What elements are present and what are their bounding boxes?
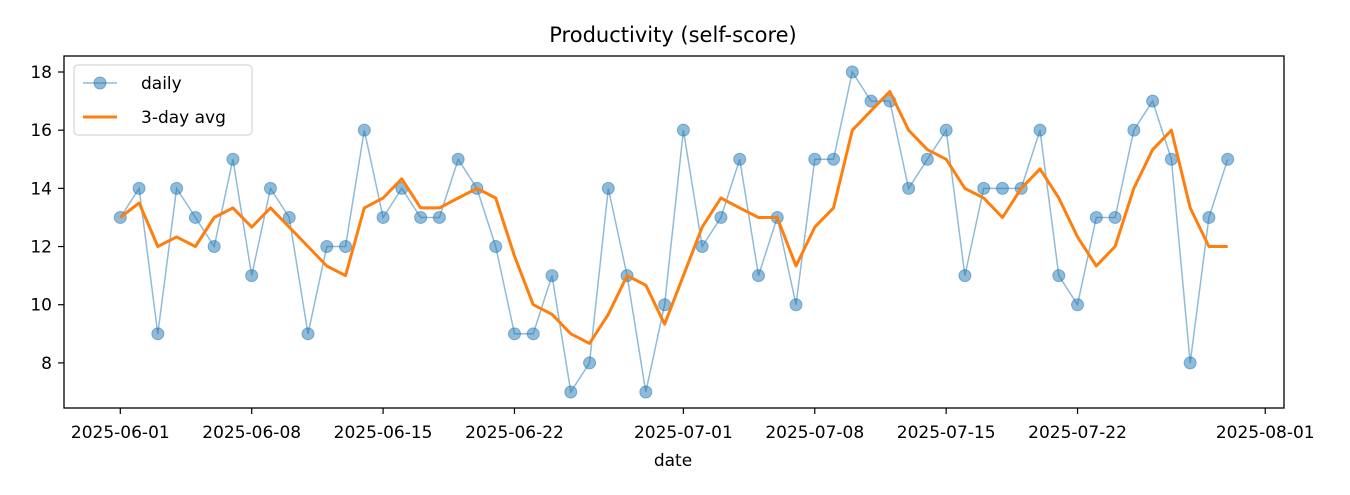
x-tick-label: 2025-06-01 <box>71 423 170 443</box>
plot-area <box>113 65 1235 399</box>
daily-point <box>301 327 315 341</box>
daily-point <box>995 181 1009 195</box>
x-tick-label: 2025-06-15 <box>334 423 433 443</box>
y-tick-label: 12 <box>30 238 52 258</box>
daily-point <box>1071 298 1085 312</box>
daily-point <box>864 94 878 108</box>
daily-point <box>714 210 728 224</box>
daily-point <box>151 327 165 341</box>
legend-daily-label: daily <box>141 74 182 94</box>
daily-point <box>320 240 334 254</box>
daily-point <box>583 356 597 370</box>
daily-point <box>1183 356 1197 370</box>
y-tick-label: 16 <box>30 121 52 141</box>
daily-point <box>751 269 765 283</box>
daily-point <box>526 327 540 341</box>
daily-point <box>1202 210 1216 224</box>
daily-point <box>939 123 953 137</box>
daily-point <box>507 327 521 341</box>
daily-point <box>188 210 202 224</box>
daily-point <box>902 181 916 195</box>
daily-point <box>1127 123 1141 137</box>
daily-point <box>414 210 428 224</box>
legend-avg-label: 3-day avg <box>141 108 226 128</box>
daily-point <box>845 65 859 79</box>
daily-point <box>451 152 465 166</box>
legend-daily-marker <box>93 76 107 90</box>
daily-series-line <box>119 70 1229 395</box>
daily-point <box>695 240 709 254</box>
y-tick-label: 18 <box>30 63 52 83</box>
legend-box <box>73 64 253 136</box>
daily-point <box>545 269 559 283</box>
y-axis: 8 10 12 14 16 18 <box>30 63 64 374</box>
daily-point <box>132 181 146 195</box>
x-tick-label: 2025-06-08 <box>202 423 301 443</box>
daily-point <box>808 152 822 166</box>
x-tick-label: 2025-07-01 <box>634 423 733 443</box>
daily-point <box>263 181 277 195</box>
daily-point <box>1108 210 1122 224</box>
daily-point <box>1052 269 1066 283</box>
daily-point <box>282 210 296 224</box>
x-tick-label: 2025-07-15 <box>897 423 996 443</box>
x-tick-label: 2025-07-22 <box>1028 423 1127 443</box>
x-tick-label: 2025-06-22 <box>465 423 564 443</box>
x-axis: 2025-06-01 2025-06-08 2025-06-15 2025-06-22… <box>71 408 1315 443</box>
daily-point <box>676 123 690 137</box>
y-tick-label: 8 <box>41 354 52 374</box>
chart-title: Productivity (self-score) <box>549 23 797 47</box>
daily-point <box>920 152 934 166</box>
daily-point <box>564 385 578 399</box>
x-axis-label: date <box>654 451 692 471</box>
plot-frame <box>63 55 1285 409</box>
daily-point <box>1033 123 1047 137</box>
daily-point <box>733 152 747 166</box>
daily-point <box>977 181 991 195</box>
legend: daily 3-day avg <box>73 64 253 136</box>
daily-point <box>658 298 672 312</box>
avg-series-line <box>119 90 1228 345</box>
daily-point <box>245 269 259 283</box>
daily-point <box>1221 152 1235 166</box>
daily-point <box>376 210 390 224</box>
x-tick-label: 2025-08-01 <box>1216 423 1315 443</box>
daily-point <box>1089 210 1103 224</box>
daily-point <box>1146 94 1160 108</box>
daily-point <box>639 385 653 399</box>
daily-point <box>489 240 503 254</box>
y-tick-label: 10 <box>30 296 52 316</box>
daily-point <box>827 152 841 166</box>
y-tick-label: 14 <box>30 179 52 199</box>
daily-point <box>357 123 371 137</box>
daily-point <box>601 181 615 195</box>
daily-point <box>432 210 446 224</box>
daily-point <box>958 269 972 283</box>
x-tick-label: 2025-07-08 <box>765 423 864 443</box>
daily-point <box>789 298 803 312</box>
daily-point <box>226 152 240 166</box>
daily-point <box>207 240 221 254</box>
daily-point <box>339 240 353 254</box>
daily-point <box>1164 152 1178 166</box>
daily-point <box>170 181 184 195</box>
